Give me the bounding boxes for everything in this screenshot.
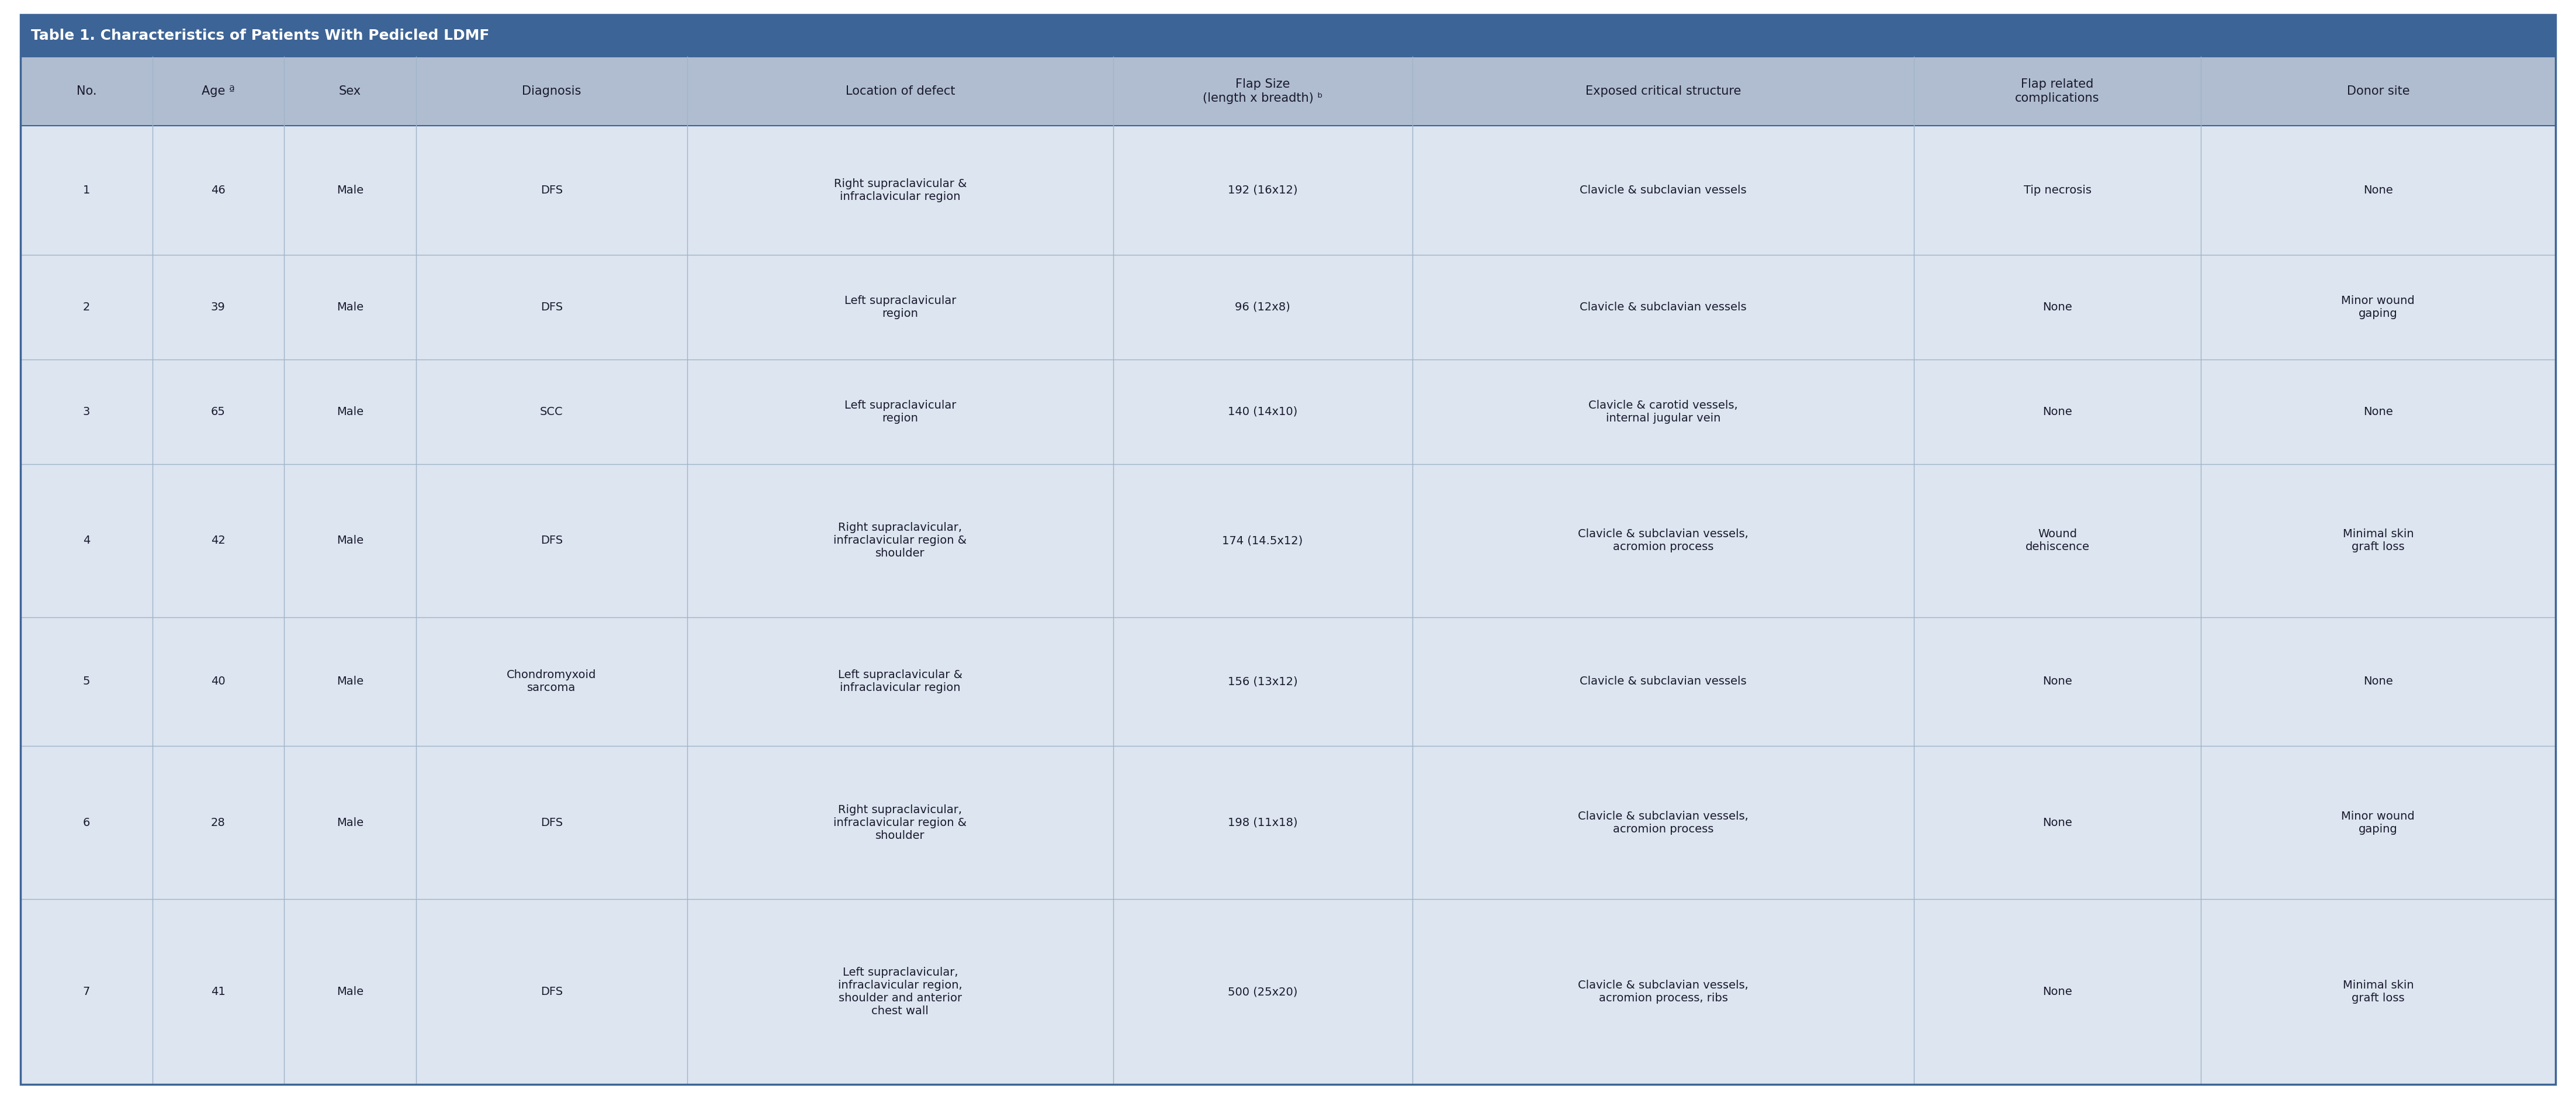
Text: None: None	[2362, 185, 2393, 196]
Text: None: None	[2043, 407, 2071, 418]
Text: Clavicle & subclavian vessels,
acromion process: Clavicle & subclavian vessels, acromion …	[1579, 529, 1749, 553]
Text: Minor wound
gaping: Minor wound gaping	[2342, 295, 2414, 319]
Bar	[21, 899, 2555, 1085]
Text: Left supraclavicular &
infraclavicular region: Left supraclavicular & infraclavicular r…	[837, 669, 963, 693]
Text: DFS: DFS	[541, 986, 562, 997]
Text: Diagnosis: Diagnosis	[523, 86, 582, 97]
Bar	[21, 125, 2555, 255]
Text: Clavicle & carotid vessels,
internal jugular vein: Clavicle & carotid vessels, internal jug…	[1589, 400, 1739, 424]
Text: 198 (11x18): 198 (11x18)	[1229, 817, 1298, 829]
Text: Left supraclavicular
region: Left supraclavicular region	[845, 400, 956, 424]
Text: 140 (14x10): 140 (14x10)	[1229, 407, 1298, 418]
Text: Clavicle & subclavian vessels,
acromion process: Clavicle & subclavian vessels, acromion …	[1579, 811, 1749, 834]
Text: Flap Size
(length x breadth) ᵇ: Flap Size (length x breadth) ᵇ	[1203, 78, 1321, 103]
Text: None: None	[2043, 986, 2071, 997]
Text: 40: 40	[211, 676, 224, 687]
Text: Tip necrosis: Tip necrosis	[2025, 185, 2092, 196]
Text: No.: No.	[77, 86, 95, 97]
Text: SCC: SCC	[541, 407, 564, 418]
Text: Right supraclavicular,
infraclavicular region &
shoulder: Right supraclavicular, infraclavicular r…	[835, 522, 966, 559]
Text: Donor site: Donor site	[2347, 86, 2409, 97]
Bar	[21, 14, 2555, 57]
Text: DFS: DFS	[541, 535, 562, 546]
Text: 6: 6	[82, 817, 90, 829]
Text: 42: 42	[211, 535, 227, 546]
Text: DFS: DFS	[541, 301, 562, 312]
Text: Chondromyxoid
sarcoma: Chondromyxoid sarcoma	[507, 669, 598, 693]
Bar	[21, 618, 2555, 746]
Text: 28: 28	[211, 817, 227, 829]
Text: 65: 65	[211, 407, 227, 418]
Text: Male: Male	[337, 407, 363, 418]
Text: Sex: Sex	[340, 86, 361, 97]
Text: Minor wound
gaping: Minor wound gaping	[2342, 811, 2414, 834]
Text: 192 (16x12): 192 (16x12)	[1229, 185, 1298, 196]
Text: Male: Male	[337, 676, 363, 687]
Text: 46: 46	[211, 185, 227, 196]
Text: Minimal skin
graft loss: Minimal skin graft loss	[2342, 979, 2414, 1003]
Text: 156 (13x12): 156 (13x12)	[1229, 676, 1298, 687]
Text: Clavicle & subclavian vessels,
acromion process, ribs: Clavicle & subclavian vessels, acromion …	[1579, 979, 1749, 1003]
Text: Clavicle & subclavian vessels: Clavicle & subclavian vessels	[1579, 301, 1747, 312]
Text: 7: 7	[82, 986, 90, 997]
Text: Left supraclavicular
region: Left supraclavicular region	[845, 295, 956, 319]
Text: None: None	[2362, 407, 2393, 418]
Text: 39: 39	[211, 301, 227, 312]
Text: 41: 41	[211, 986, 227, 997]
Text: Male: Male	[337, 185, 363, 196]
Text: Table 1. Characteristics of Patients With Pedicled LDMF: Table 1. Characteristics of Patients Wit…	[31, 29, 489, 43]
Text: Male: Male	[337, 301, 363, 312]
Text: Flap related
complications: Flap related complications	[2014, 78, 2099, 103]
Text: Age ª: Age ª	[201, 86, 234, 97]
Text: Male: Male	[337, 535, 363, 546]
Text: 1: 1	[82, 185, 90, 196]
Text: Right supraclavicular &
infraclavicular region: Right supraclavicular & infraclavicular …	[835, 178, 966, 202]
Text: Male: Male	[337, 986, 363, 997]
Text: Clavicle & subclavian vessels: Clavicle & subclavian vessels	[1579, 676, 1747, 687]
Text: Location of defect: Location of defect	[845, 86, 956, 97]
Text: None: None	[2043, 817, 2071, 829]
Bar	[21, 255, 2555, 359]
Text: 4: 4	[82, 535, 90, 546]
Text: Clavicle & subclavian vessels: Clavicle & subclavian vessels	[1579, 185, 1747, 196]
Text: 3: 3	[82, 407, 90, 418]
Text: 96 (12x8): 96 (12x8)	[1234, 301, 1291, 312]
Text: Left supraclavicular,
infraclavicular region,
shoulder and anterior
chest wall: Left supraclavicular, infraclavicular re…	[837, 967, 963, 1017]
Bar	[21, 464, 2555, 618]
Bar	[21, 57, 2555, 125]
Bar	[21, 746, 2555, 899]
Text: Wound
dehiscence: Wound dehiscence	[2025, 529, 2089, 553]
Text: Exposed critical structure: Exposed critical structure	[1584, 86, 1741, 97]
Text: Minimal skin
graft loss: Minimal skin graft loss	[2342, 529, 2414, 553]
Text: None: None	[2043, 676, 2071, 687]
Text: None: None	[2362, 676, 2393, 687]
Text: 5: 5	[82, 676, 90, 687]
Text: Right supraclavicular,
infraclavicular region &
shoulder: Right supraclavicular, infraclavicular r…	[835, 804, 966, 841]
Text: Male: Male	[337, 817, 363, 829]
Text: None: None	[2043, 301, 2071, 312]
Text: 2: 2	[82, 301, 90, 312]
Text: DFS: DFS	[541, 817, 562, 829]
Text: 174 (14.5x12): 174 (14.5x12)	[1221, 535, 1303, 546]
Bar	[21, 359, 2555, 464]
Text: DFS: DFS	[541, 185, 562, 196]
Text: 500 (25x20): 500 (25x20)	[1229, 986, 1298, 997]
